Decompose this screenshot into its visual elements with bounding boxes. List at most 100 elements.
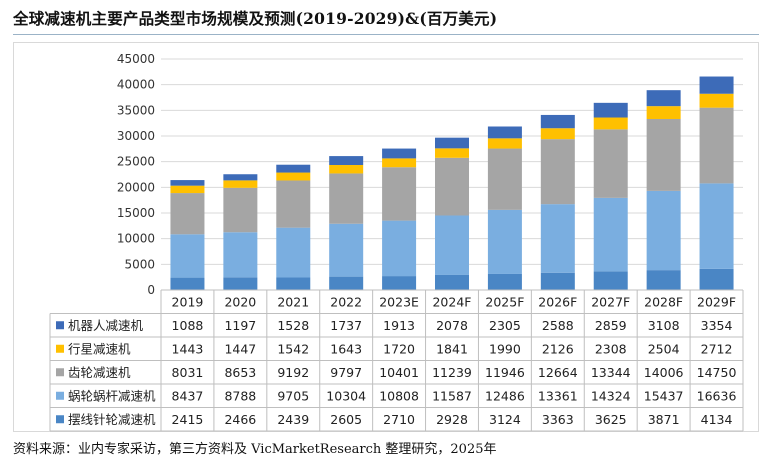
data-label: 8653 — [224, 365, 256, 380]
data-label: 2305 — [489, 318, 521, 333]
data-label: 11946 — [485, 365, 525, 380]
data-label: 1197 — [224, 318, 256, 333]
bar-segment — [276, 164, 311, 173]
bar-segment — [699, 268, 734, 290]
bar-segment — [170, 185, 205, 194]
bar-segment — [435, 274, 469, 290]
bar-segment — [487, 148, 522, 210]
data-label: 9192 — [277, 365, 309, 380]
y-tick-label: 40000 — [117, 78, 155, 92]
bar-segment — [646, 190, 681, 271]
bar-segment — [487, 209, 522, 274]
data-label: 1643 — [330, 341, 362, 356]
x-tick-label: 2023E — [379, 294, 419, 309]
data-label: 1841 — [436, 341, 468, 356]
x-tick-label: 2021 — [277, 294, 309, 309]
legend-swatch — [56, 415, 64, 424]
bar-segment — [646, 106, 681, 119]
data-label: 3124 — [489, 412, 521, 427]
data-label: 1088 — [172, 318, 204, 333]
bar-segment — [487, 126, 522, 139]
data-label: 1737 — [330, 318, 362, 333]
x-tick-label: 2027F — [591, 294, 630, 309]
bar-segment — [540, 204, 575, 273]
data-label: 2415 — [172, 412, 204, 427]
data-label: 9705 — [277, 388, 309, 403]
data-label: 2504 — [648, 341, 680, 356]
bar-segment — [646, 118, 681, 191]
bar-segment — [329, 156, 364, 166]
data-label: 10304 — [326, 388, 366, 403]
chart-title: 全球减速机主要产品类型市场规模及预测(2019-2029)&(百万美元) — [13, 9, 498, 28]
bar-segment — [593, 271, 628, 290]
data-label: 4134 — [701, 412, 733, 427]
bar-segment — [435, 148, 469, 158]
bar-segment — [540, 114, 575, 129]
data-label: 1443 — [172, 341, 204, 356]
bar-segment — [382, 148, 417, 159]
data-label: 8031 — [172, 365, 204, 380]
bar-segment — [276, 180, 311, 228]
bar-segment — [223, 180, 258, 188]
data-label: 3363 — [542, 412, 574, 427]
legend-swatch — [56, 344, 64, 353]
data-label: 12664 — [538, 365, 578, 380]
bar-segment — [382, 158, 417, 168]
data-label: 1447 — [224, 341, 256, 356]
data-label: 8437 — [172, 388, 204, 403]
x-tick-label: 2024F — [432, 294, 471, 309]
bar-segment — [170, 277, 205, 290]
x-tick-label: 2029F — [697, 294, 736, 309]
data-label: 2439 — [277, 412, 309, 427]
title-underline — [13, 34, 759, 35]
bar-segment — [276, 227, 311, 278]
bar-segment — [699, 76, 734, 94]
bar-segment — [329, 165, 364, 174]
bar-segment — [329, 276, 364, 290]
bar-segment — [382, 276, 417, 290]
data-label: 2710 — [383, 412, 415, 427]
data-label: 3625 — [595, 412, 627, 427]
bar-segment — [699, 93, 734, 108]
bar-segment — [699, 183, 734, 269]
bar-segment — [540, 272, 575, 290]
bar-segment — [435, 215, 469, 275]
bar-segment — [170, 180, 205, 186]
data-label: 2308 — [595, 341, 627, 356]
data-label: 13344 — [591, 365, 631, 380]
bar-segment — [276, 172, 311, 181]
bar-segment — [223, 277, 258, 290]
y-tick-label: 10000 — [117, 232, 155, 246]
x-tick-label: 2019 — [172, 294, 204, 309]
x-tick-label: 2028F — [644, 294, 683, 309]
data-label: 10808 — [379, 388, 419, 403]
data-label: 1542 — [277, 341, 309, 356]
bar-segment — [170, 234, 205, 278]
bar-segment — [223, 232, 258, 278]
y-tick-label: 5000 — [124, 257, 155, 271]
bar-segment — [487, 273, 522, 290]
legend-label: 齿轮减速机 — [68, 365, 131, 380]
data-label: 2588 — [542, 318, 574, 333]
x-tick-label: 2022 — [330, 294, 362, 309]
data-label: 1720 — [383, 341, 415, 356]
data-label: 14324 — [591, 388, 631, 403]
bar-segment — [223, 187, 258, 233]
bar-segment — [435, 137, 469, 149]
bar-segment — [223, 174, 258, 181]
bar-segment — [276, 277, 311, 290]
bar-segment — [382, 167, 417, 221]
bar-segment — [170, 193, 205, 235]
data-label: 8788 — [224, 388, 256, 403]
data-label: 2078 — [436, 318, 468, 333]
bar-segment — [540, 128, 575, 140]
data-label: 2712 — [701, 341, 733, 356]
legend-label: 机器人减速机 — [68, 318, 144, 333]
data-label: 16636 — [697, 388, 737, 403]
legend-swatch — [56, 391, 64, 400]
bar-segment — [540, 139, 575, 205]
data-label: 2928 — [436, 412, 468, 427]
data-label: 3108 — [648, 318, 680, 333]
data-label: 14750 — [697, 365, 737, 380]
